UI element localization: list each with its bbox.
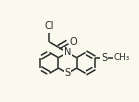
Text: N: N xyxy=(64,48,71,58)
Text: S: S xyxy=(101,53,107,63)
Text: S: S xyxy=(64,68,71,78)
Text: Cl: Cl xyxy=(45,21,54,31)
Text: O: O xyxy=(69,37,77,47)
Text: CH₃: CH₃ xyxy=(114,53,130,62)
